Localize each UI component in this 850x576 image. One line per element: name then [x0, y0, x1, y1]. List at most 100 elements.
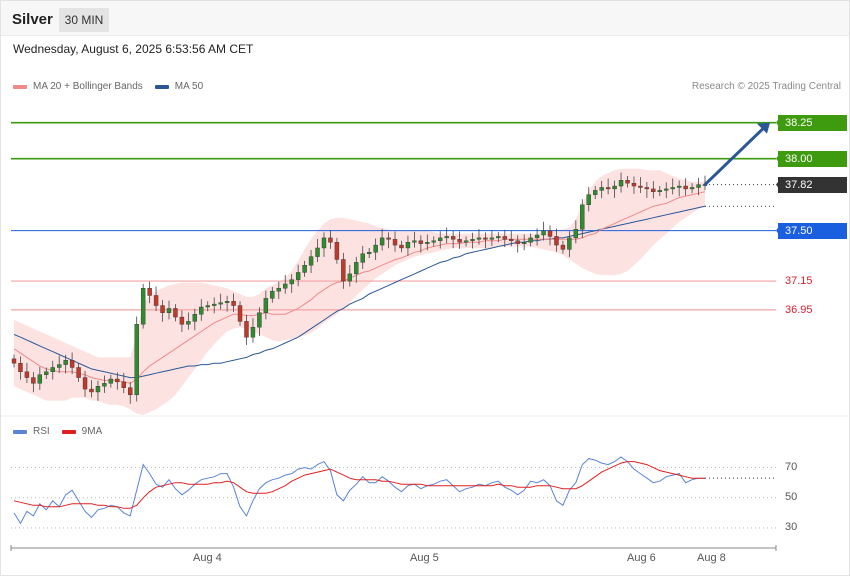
candle-body [257, 312, 262, 328]
rsi-tick-label: 30 [785, 520, 798, 533]
candle-body [321, 237, 327, 249]
candle-body [37, 374, 43, 384]
candle-body [425, 241, 430, 244]
candle-body [593, 190, 598, 195]
candle-body [547, 230, 553, 237]
candle-body [205, 305, 210, 308]
candle-body [405, 241, 411, 249]
forecast-arrow-head [757, 122, 770, 134]
level-tag-38.00: 38.00 [778, 150, 847, 167]
ma9-legend-label: 9MA [81, 426, 103, 437]
candle-body [69, 360, 75, 368]
candle-body [18, 362, 23, 373]
level-label-36.95: 36.95 [785, 303, 813, 316]
rsi-tick-label: 50 [785, 490, 798, 503]
candle-body [283, 283, 288, 289]
candle-body [95, 386, 101, 393]
candle-body [289, 279, 294, 285]
candle-body [554, 236, 559, 246]
candle-body [689, 187, 695, 190]
candle-body [399, 244, 404, 249]
credit-text: Research © 2025 Trading Central [691, 81, 841, 92]
candle-body [11, 358, 17, 364]
candle-body [153, 295, 159, 306]
candle-body [509, 239, 514, 241]
candle-body [250, 326, 256, 338]
candle-body [638, 185, 643, 188]
candle-body [444, 236, 449, 239]
candle-body [295, 272, 301, 280]
candle-body [231, 301, 236, 306]
candle-body [676, 185, 682, 188]
candle-body [315, 247, 320, 257]
candle-body [89, 388, 94, 393]
candle-body [366, 252, 372, 254]
candle-body [31, 377, 36, 384]
candle-body [192, 314, 198, 322]
candle-body [224, 301, 230, 303]
candle-body [528, 237, 533, 243]
candle-body [44, 371, 49, 375]
candle-body [379, 237, 385, 246]
bollinger-band-area [14, 168, 705, 415]
candle-body [560, 244, 566, 250]
symbol-title: Silver [12, 11, 53, 28]
level-tag-37.82: 37.82 [778, 176, 847, 193]
x-tick-label: Aug 6 [627, 552, 656, 564]
level-tag-37.50: 37.50 [778, 222, 847, 239]
candle-body [515, 240, 520, 244]
candle-body [418, 240, 424, 244]
candle-body [173, 308, 178, 318]
candle-body [63, 360, 68, 365]
candle-body [334, 241, 340, 260]
candle-body [683, 185, 688, 190]
candle-body [457, 239, 462, 243]
rsi-series-9ma [13, 461, 705, 509]
candle-body [412, 240, 417, 243]
candle-body [483, 237, 488, 240]
candle-body [270, 290, 275, 299]
candle-body [179, 316, 185, 325]
candle-body [211, 303, 217, 306]
candle-body [263, 298, 269, 313]
top-bar: Silver 30 MIN [1, 1, 849, 36]
candle-body [50, 367, 55, 373]
candle-body [612, 185, 617, 190]
x-tick-label: Aug 4 [193, 552, 222, 564]
candle-body [24, 371, 30, 378]
candle-body [605, 187, 611, 190]
candle-body [341, 259, 346, 282]
candle-body [664, 188, 669, 191]
ma20-legend-swatch [13, 84, 27, 89]
candle-body [580, 204, 585, 230]
rsi-legend-swatch [13, 429, 27, 434]
price-legend: MA 20 + Bollinger Bands MA 50 [13, 81, 215, 92]
candle-body [237, 305, 243, 322]
candle-body [502, 236, 508, 240]
period-button[interactable]: 30 MIN [59, 8, 109, 32]
candle-body [328, 237, 333, 243]
candle-body [476, 237, 482, 240]
candle-body [166, 308, 172, 313]
candle-body [599, 187, 604, 191]
candle-body [128, 387, 133, 396]
candle-body [308, 256, 314, 266]
candle-body [108, 378, 114, 384]
ma50-legend-label: MA 50 [174, 81, 204, 92]
rsi-series-rsi [13, 456, 705, 525]
ma50-line [13, 205, 706, 379]
ma20-legend-label: MA 20 + Bollinger Bands [33, 81, 143, 92]
x-tick-label: Aug 5 [410, 552, 439, 564]
candle-body [354, 262, 359, 275]
candle-body [276, 288, 281, 292]
candle-body [121, 381, 126, 388]
candle-body [140, 288, 146, 325]
rsi-legend: RSI 9MA [13, 426, 114, 437]
candle-body [115, 378, 120, 383]
candle-body [134, 324, 139, 396]
candle-body [186, 321, 191, 325]
x-tick-label: Aug 8 [697, 552, 726, 564]
candle-body [450, 236, 456, 240]
candle-body [618, 180, 624, 187]
